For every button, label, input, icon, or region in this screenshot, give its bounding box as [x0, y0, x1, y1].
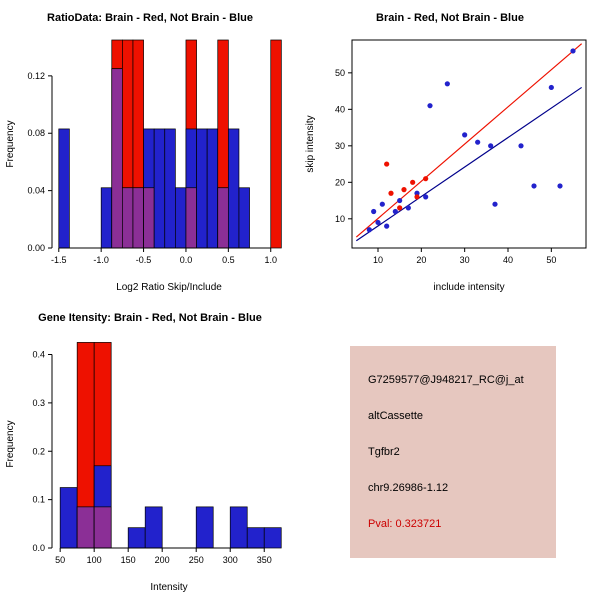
intensity-scatter-title: Brain - Red, Not Brain - Blue: [376, 12, 524, 24]
svg-text:20: 20: [335, 177, 345, 187]
ratio-histogram-title: RatioData: Brain - Red, Not Brain - Blue: [47, 12, 253, 24]
svg-text:50: 50: [546, 255, 556, 265]
svg-text:150: 150: [121, 555, 136, 565]
svg-text:include intensity: include intensity: [433, 282, 504, 293]
gene-intensity-histogram-plot: 50 100 150 200 250 300 350 0.0 0.1 0.2 0.3 0.4 Inten…: [5, 342, 282, 593]
event-type-text: altCassette: [368, 410, 424, 422]
ratio-histogram-quadrant: RatioData: Brain - Red, Not Brain - Blue…: [0, 0, 300, 300]
intensity-scatter-plot: 10 20 30 40 50 10 20 30 40 50 include intensity ski…: [305, 39, 587, 293]
svg-text:Log2 Ratio Skip/Include: Log2 Ratio Skip/Include: [116, 282, 222, 293]
svg-text:0.1: 0.1: [32, 495, 45, 505]
svg-text:0.0: 0.0: [32, 543, 45, 553]
info-panel-quadrant: G7259577@J948217_RC@j_at altCassette Tgf…: [300, 300, 600, 600]
svg-text:skip intensity: skip intensity: [305, 115, 316, 172]
svg-text:-1.5: -1.5: [51, 255, 67, 265]
svg-text:Intensity: Intensity: [150, 582, 187, 593]
svg-text:40: 40: [503, 255, 513, 265]
pval-text: Pval: 0.323721: [368, 518, 442, 530]
svg-text:0.12: 0.12: [27, 71, 45, 81]
locus-text: chr9.26986-1.12: [368, 482, 449, 494]
gene-intensity-histogram-title: Gene Itensity: Brain - Red, Not Brain - …: [38, 312, 262, 324]
svg-text:0.4: 0.4: [32, 350, 45, 360]
svg-text:50: 50: [55, 555, 65, 565]
svg-text:300: 300: [223, 555, 238, 565]
svg-text:0.3: 0.3: [32, 398, 45, 408]
gene-intensity-histogram-quadrant: Gene Itensity: Brain - Red, Not Brain - …: [0, 300, 300, 600]
svg-text:0.5: 0.5: [222, 255, 235, 265]
svg-text:350: 350: [257, 555, 272, 565]
info-panel: G7259577@J948217_RC@j_at altCassette Tgf…: [350, 346, 556, 558]
svg-text:10: 10: [373, 255, 383, 265]
probe-id-text: G7259577@J948217_RC@j_at: [368, 374, 524, 386]
intensity-scatter-quadrant: Brain - Red, Not Brain - Blue 10 20 30 40 50…: [300, 0, 600, 300]
svg-text:0.04: 0.04: [27, 186, 45, 196]
gene-name-text: Tgfbr2: [368, 446, 400, 458]
svg-text:0.2: 0.2: [32, 446, 45, 456]
ratio-histogram-plot: -1.5 -1.0 -0.5 0.0 0.5 1.0 0.00 0.04 0.08 0.12 Log…: [5, 39, 282, 293]
svg-text:1.0: 1.0: [264, 255, 277, 265]
svg-text:200: 200: [155, 555, 170, 565]
svg-text:0.08: 0.08: [27, 128, 45, 138]
svg-text:0.00: 0.00: [27, 243, 45, 253]
svg-text:Frequency: Frequency: [5, 420, 16, 467]
svg-text:-1.0: -1.0: [93, 255, 109, 265]
svg-text:20: 20: [416, 255, 426, 265]
svg-text:-0.5: -0.5: [136, 255, 152, 265]
svg-text:30: 30: [335, 141, 345, 151]
svg-text:40: 40: [335, 104, 345, 114]
svg-text:250: 250: [189, 555, 204, 565]
svg-text:0.0: 0.0: [180, 255, 193, 265]
svg-text:Frequency: Frequency: [5, 120, 16, 167]
svg-text:10: 10: [335, 214, 345, 224]
svg-text:50: 50: [335, 68, 345, 78]
svg-text:100: 100: [87, 555, 102, 565]
svg-text:30: 30: [460, 255, 470, 265]
